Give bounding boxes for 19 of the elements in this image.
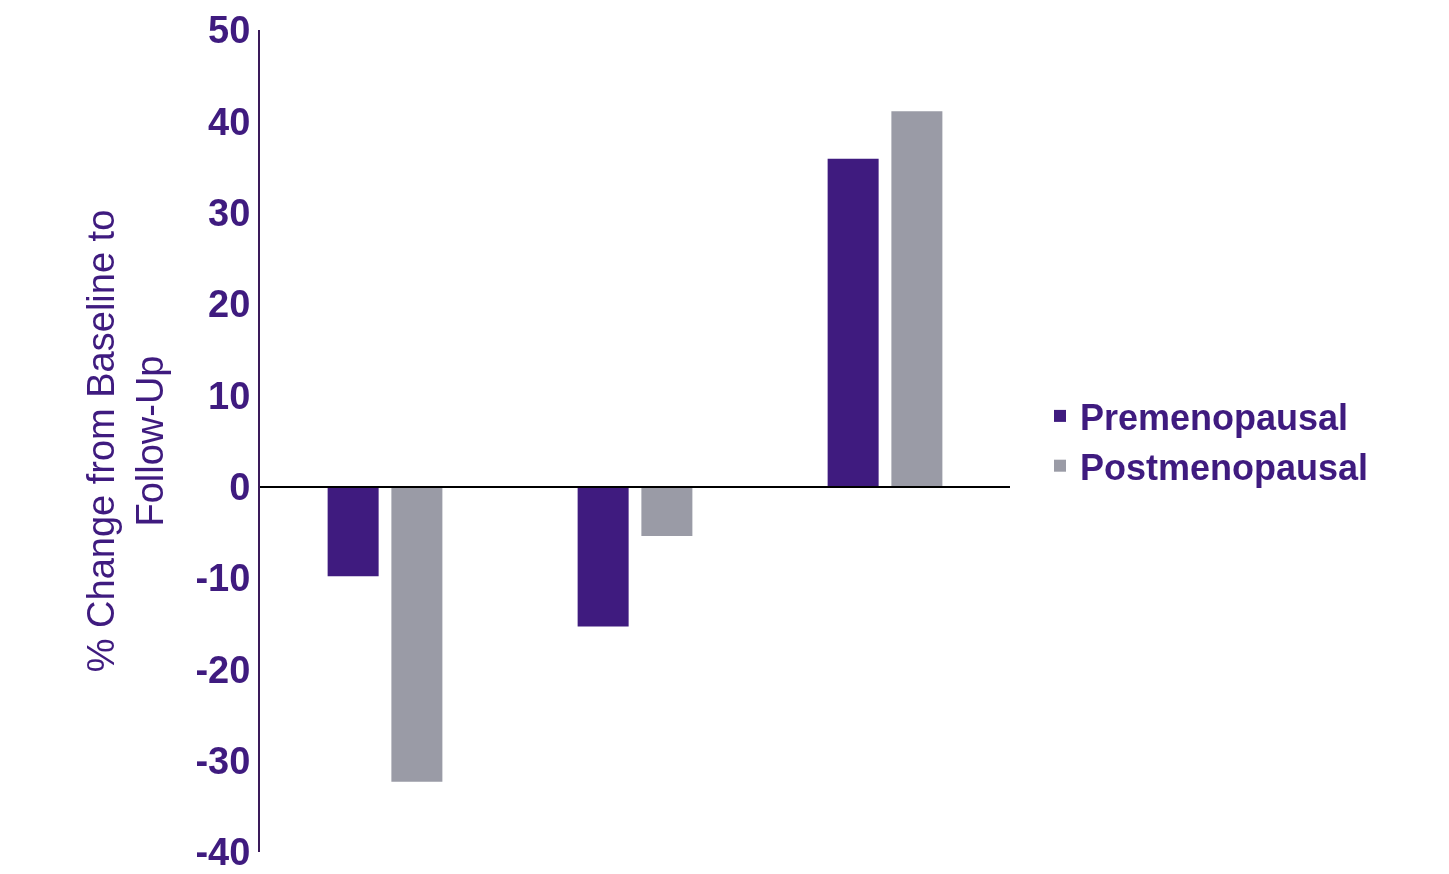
y-tick-label: 0 — [229, 465, 251, 508]
y-axis-title: % Change from Baseline to Follow-Up — [79, 209, 172, 673]
y-tick-label: 40 — [208, 100, 251, 143]
bar — [827, 158, 879, 487]
y-tick-label: 20 — [208, 283, 251, 326]
bar — [577, 486, 629, 627]
y-tick-label: 50 — [208, 9, 251, 52]
bar — [891, 111, 943, 487]
y-tick-label: -10 — [195, 557, 251, 600]
bar — [327, 486, 379, 577]
legend-label: Premenopausal — [1080, 396, 1349, 438]
y-tick-label: -20 — [195, 648, 251, 691]
y-tick-label: -30 — [195, 739, 251, 782]
y-tick-label: 30 — [208, 191, 251, 234]
y-tick-label: -40 — [195, 831, 251, 874]
legend-label: Postmenopausal — [1080, 446, 1369, 488]
bar — [641, 486, 693, 536]
y-tick-label: 10 — [208, 374, 251, 417]
bar — [391, 486, 443, 782]
